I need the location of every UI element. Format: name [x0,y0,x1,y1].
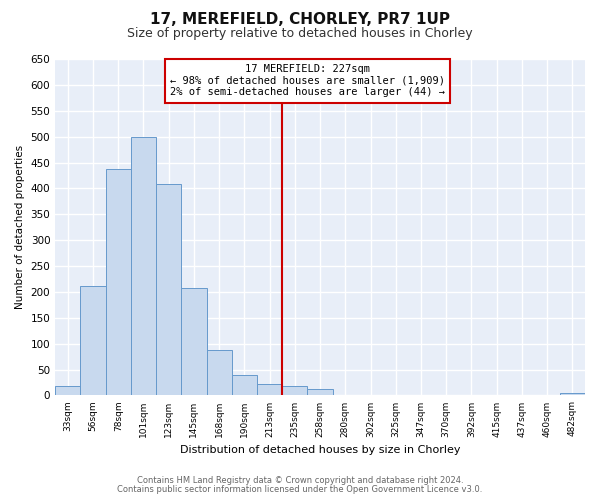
Bar [282,386,307,396]
Bar [181,288,206,396]
Bar [307,389,332,396]
Text: Contains public sector information licensed under the Open Government Licence v3: Contains public sector information licen… [118,485,482,494]
Text: Size of property relative to detached houses in Chorley: Size of property relative to detached ho… [127,28,473,40]
Text: 17, MEREFIELD, CHORLEY, PR7 1UP: 17, MEREFIELD, CHORLEY, PR7 1UP [150,12,450,28]
Bar [560,393,585,396]
Bar [80,286,106,396]
Bar [206,350,232,396]
Bar [55,386,80,396]
Bar [131,136,156,396]
Bar [257,384,282,396]
Y-axis label: Number of detached properties: Number of detached properties [15,145,25,310]
Text: 17 MEREFIELD: 227sqm
← 98% of detached houses are smaller (1,909)
2% of semi-det: 17 MEREFIELD: 227sqm ← 98% of detached h… [170,64,445,98]
X-axis label: Distribution of detached houses by size in Chorley: Distribution of detached houses by size … [180,445,460,455]
Text: Contains HM Land Registry data © Crown copyright and database right 2024.: Contains HM Land Registry data © Crown c… [137,476,463,485]
Bar [106,169,131,396]
Bar [232,374,257,396]
Bar [156,184,181,396]
